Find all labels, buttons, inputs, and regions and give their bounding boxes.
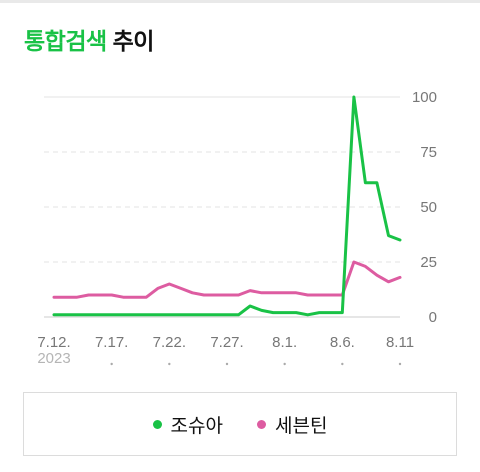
heading-rest: 추이 [112, 28, 155, 54]
legend-item-series-2[interactable]: 세븐틴 [257, 411, 327, 438]
series-lines [52, 95, 402, 317]
x-tick-dot [225, 362, 229, 366]
legend-item-series-1[interactable]: 조슈아 [152, 411, 223, 438]
x-tick-dot [168, 362, 171, 366]
legend-dot-series-2 [257, 419, 266, 429]
heading-highlight: 통합검색 [24, 28, 107, 54]
x-tick-label: 8.1. [272, 334, 297, 351]
y-tick-label: 100 [412, 89, 437, 106]
year-label: 2023 [37, 350, 70, 367]
x-tick-label: 8.11 [386, 334, 414, 351]
top-divider [0, 0, 480, 3]
x-tick-label: 7.27. [210, 334, 243, 351]
series-line-1 [52, 95, 402, 317]
legend-dot-series-1 [152, 419, 162, 429]
y-tick-label: 25 [420, 254, 437, 271]
grid-lines [44, 96, 400, 318]
legend-label-series-2: 세븐틴 [275, 415, 328, 437]
trend-chart: 0 25 50 75 100 7.12. 7.17. 7.22. 7.27. 8.1. 8.6. 8.… [37, 89, 437, 367]
x-tick-dot [110, 362, 113, 366]
x-tick-label: 8.6. [330, 334, 355, 351]
axis-ticks: 0 25 50 75 100 7.12. 7.17. 7.22. 7.27. 8.1. 8.6. 8.… [37, 89, 437, 367]
legend-label-series-1: 조슈아 [170, 415, 223, 437]
x-tick-dot [341, 362, 344, 366]
y-tick-label: 75 [420, 144, 437, 161]
legend: 조슈아 세븐틴 [23, 392, 457, 456]
x-tick-dot [398, 362, 402, 366]
y-tick-label: 0 [429, 309, 437, 326]
x-tick-label: 7.22. [153, 334, 186, 351]
y-tick-label: 50 [420, 199, 437, 216]
x-tick-dot [283, 362, 286, 366]
x-tick-label: 7.12. [37, 334, 70, 351]
series-line-2 [52, 260, 402, 299]
chart-heading: 통합검색 추이 [24, 22, 154, 56]
x-tick-label: 7.17. [95, 334, 128, 351]
